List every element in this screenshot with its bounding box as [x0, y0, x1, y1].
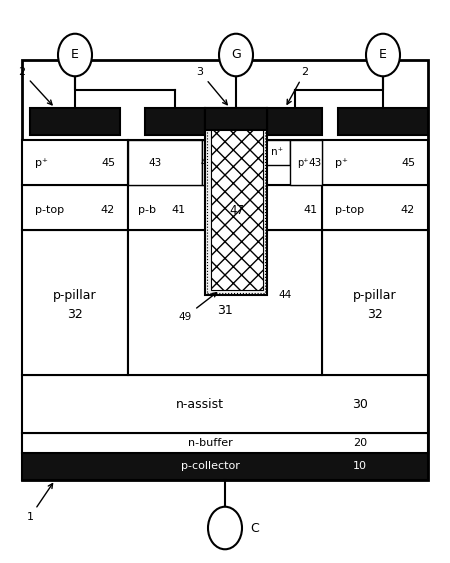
- Circle shape: [219, 34, 253, 76]
- Text: p⁺: p⁺: [35, 158, 48, 168]
- Text: 31: 31: [217, 303, 233, 316]
- Bar: [338, 108, 428, 135]
- Text: p-b: p-b: [138, 205, 156, 215]
- Text: 45: 45: [101, 158, 115, 168]
- Bar: [211, 120, 263, 290]
- Bar: [22, 453, 428, 480]
- Text: p-pillar: p-pillar: [353, 288, 397, 302]
- Text: G: G: [231, 48, 241, 61]
- Text: 49: 49: [178, 293, 216, 322]
- Bar: [128, 140, 202, 185]
- Text: 3: 3: [197, 67, 227, 105]
- Text: 42: 42: [401, 205, 415, 215]
- Text: 41: 41: [171, 205, 185, 215]
- Bar: [22, 60, 428, 480]
- Text: 43: 43: [148, 158, 162, 168]
- Text: 2: 2: [18, 67, 52, 105]
- Text: C: C: [251, 521, 259, 534]
- Bar: [267, 108, 322, 135]
- Text: p⁺: p⁺: [335, 158, 348, 168]
- Text: n-buffer: n-buffer: [188, 438, 232, 448]
- Bar: [265, 140, 290, 165]
- Text: 10: 10: [353, 461, 367, 471]
- Bar: [22, 185, 128, 230]
- Text: 42: 42: [101, 205, 115, 215]
- Text: 32: 32: [367, 309, 383, 321]
- Text: 20: 20: [353, 438, 367, 448]
- Bar: [128, 230, 322, 375]
- Text: p-top: p-top: [35, 205, 64, 215]
- Text: n-pillar: n-pillar: [203, 284, 247, 297]
- Text: 43: 43: [308, 158, 322, 168]
- Text: 30: 30: [352, 397, 368, 410]
- Bar: [207, 110, 265, 293]
- Text: 41: 41: [303, 205, 317, 215]
- Circle shape: [366, 34, 400, 76]
- Bar: [145, 108, 205, 135]
- Bar: [322, 185, 428, 230]
- Bar: [128, 185, 322, 230]
- Text: E: E: [379, 48, 387, 61]
- Text: E: E: [71, 48, 79, 61]
- Text: p-pillar: p-pillar: [53, 288, 97, 302]
- Text: n⁺: n⁺: [271, 147, 283, 157]
- Bar: [22, 375, 428, 433]
- Text: 44: 44: [201, 158, 213, 168]
- Bar: [205, 108, 267, 130]
- Bar: [202, 140, 214, 185]
- Text: 47: 47: [230, 203, 244, 217]
- Circle shape: [208, 507, 242, 549]
- Text: 32: 32: [67, 309, 83, 321]
- Circle shape: [58, 34, 92, 76]
- Text: p⁺: p⁺: [297, 158, 309, 168]
- Text: 2: 2: [287, 67, 309, 104]
- Bar: [322, 140, 428, 185]
- Bar: [22, 230, 128, 375]
- Bar: [22, 140, 128, 185]
- Text: n-assist: n-assist: [176, 397, 224, 410]
- Text: p-top: p-top: [335, 205, 364, 215]
- Bar: [205, 108, 267, 295]
- Text: 45: 45: [401, 158, 415, 168]
- Bar: [128, 140, 322, 185]
- Bar: [22, 433, 428, 453]
- Bar: [30, 108, 120, 135]
- Text: 1: 1: [27, 484, 53, 522]
- Text: p-collector: p-collector: [180, 461, 239, 471]
- Bar: [290, 140, 322, 185]
- Bar: [322, 230, 428, 375]
- Text: 44: 44: [278, 290, 291, 300]
